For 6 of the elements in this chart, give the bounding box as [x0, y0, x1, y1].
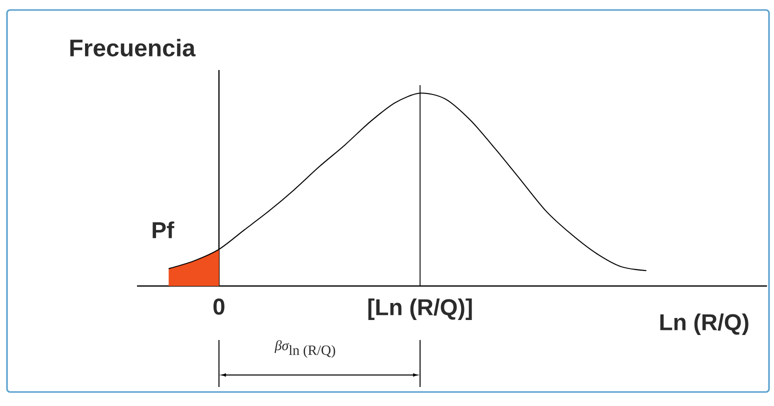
x-axis-title: Ln (R/Q) — [660, 314, 748, 335]
x-tick-label: [Ln (R/Q)] — [368, 298, 472, 320]
x-tick-label: 0 — [213, 298, 224, 315]
text: $\textit{βσ}_{\textrm{ln (R/Q)}}$ — [274, 340, 336, 358]
series-label: Pf — [152, 221, 174, 238]
y-axis-title: Frecuencia — [70, 38, 196, 56]
